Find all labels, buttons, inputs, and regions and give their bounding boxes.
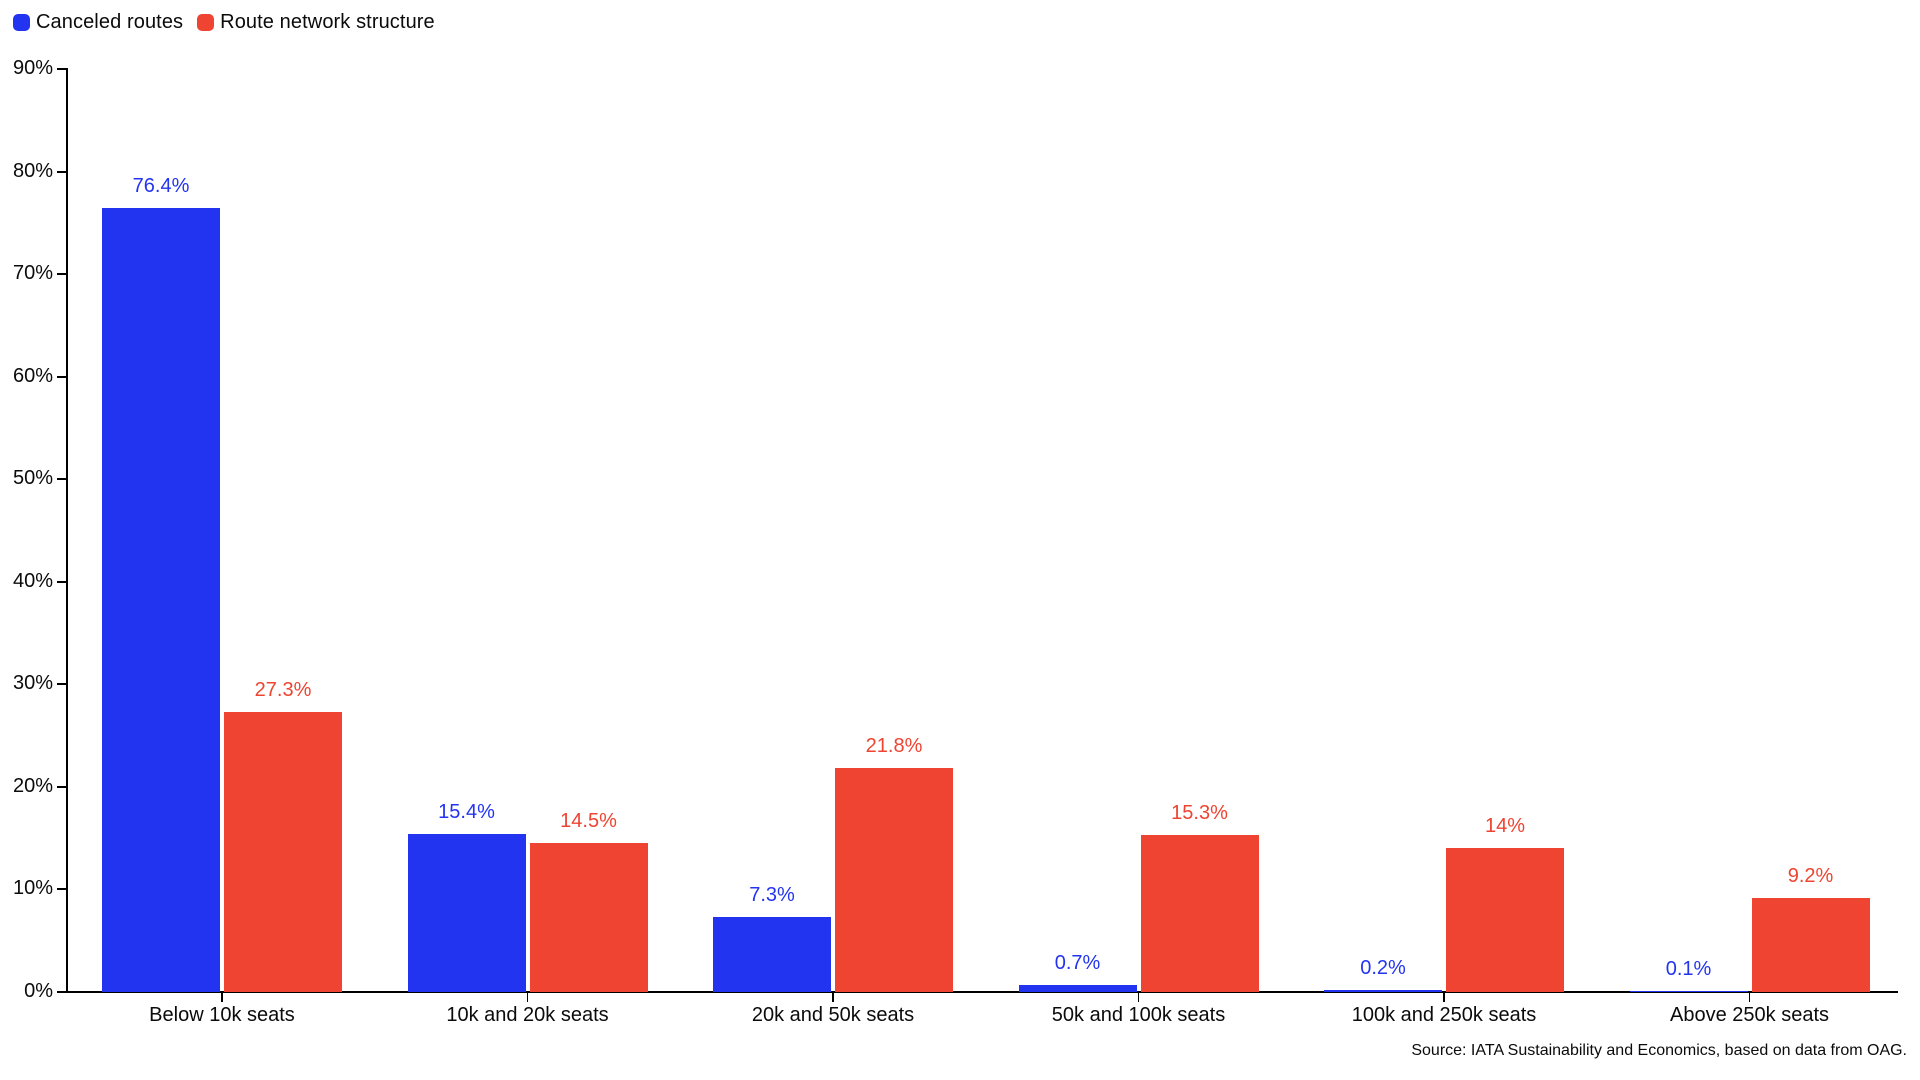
- bar-value-label: 14%: [1484, 815, 1526, 837]
- bar-value-label: 0.1%: [1665, 958, 1712, 980]
- x-tick-label: 50k and 100k seats: [1051, 1004, 1226, 1026]
- x-axis-tick: [1443, 993, 1445, 1002]
- bar-canceled-routes-20k-and-50k-seats: [713, 917, 831, 992]
- y-axis-tick: [57, 68, 66, 70]
- bar-route-network-structure-above-250k-seats: [1751, 898, 1870, 992]
- y-tick-label: 70%: [12, 262, 53, 285]
- x-tick-label: Below 10k seats: [149, 1004, 295, 1026]
- x-axis-tick: [1137, 993, 1140, 1002]
- legend-item-route-network-structure: Route network structure: [197, 11, 435, 34]
- bar-route-network-structure-50k-and-100k-seats: [1140, 835, 1259, 992]
- legend-item-label: Canceled routes: [36, 11, 184, 33]
- bar-value-label: 76.4%: [132, 175, 190, 197]
- bar-value-label: 15.3%: [1171, 802, 1228, 824]
- bar-canceled-routes-below-10k-seats: [102, 208, 220, 992]
- y-axis-line: [66, 68, 68, 993]
- bar-canceled-routes-above-250k-seats: [1629, 991, 1748, 992]
- x-axis-tick: [526, 993, 529, 1002]
- legend: Canceled routes Route network structure: [13, 11, 435, 34]
- y-tick-label: 90%: [12, 57, 53, 79]
- bar-value-label: 14.5%: [560, 810, 617, 832]
- y-tick-label: 80%: [12, 159, 53, 182]
- x-tick-label: 20k and 50k seats: [751, 1004, 915, 1026]
- y-tick-label: 30%: [12, 672, 53, 695]
- bar-value-label: 21.8%: [865, 735, 923, 757]
- bar-value-label: 27.3%: [254, 679, 312, 701]
- x-axis-tick: [1748, 993, 1751, 1002]
- bar-route-network-structure-10k-and-20k-seats: [529, 843, 648, 992]
- x-tick-label: Above 250k seats: [1670, 1004, 1829, 1026]
- y-tick-label: 40%: [12, 569, 53, 592]
- y-tick-label: 10%: [12, 877, 53, 900]
- legend-swatch-icon: [13, 14, 30, 31]
- legend-item-label: Route network structure: [220, 11, 435, 33]
- x-axis-line: [66, 991, 1898, 993]
- y-axis-tick: [57, 683, 66, 686]
- bar-canceled-routes-10k-and-20k-seats: [407, 834, 526, 992]
- y-axis-tick: [57, 888, 66, 891]
- x-tick-label: 100k and 250k seats: [1351, 1004, 1537, 1026]
- legend-swatch-icon: [197, 14, 215, 31]
- bar-route-network-structure-100k-and-250k-seats: [1446, 848, 1564, 992]
- bar-value-label: 15.4%: [438, 801, 495, 823]
- bar-value-label: 7.3%: [749, 884, 795, 906]
- y-axis-tick: [57, 785, 66, 788]
- bar-value-label: 0.7%: [1054, 952, 1101, 974]
- x-axis-tick: [832, 993, 834, 1002]
- bar-route-network-structure-below-10k-seats: [224, 712, 342, 992]
- y-tick-label: 20%: [12, 774, 53, 797]
- bar-canceled-routes-50k-and-100k-seats: [1018, 985, 1137, 992]
- y-axis-tick: [57, 170, 66, 173]
- bar-route-network-structure-20k-and-50k-seats: [835, 768, 953, 992]
- bar-canceled-routes-100k-and-250k-seats: [1324, 990, 1442, 992]
- source-note: Source: IATA Sustainability and Economic…: [1411, 1042, 1907, 1059]
- y-tick-label: 60%: [12, 364, 53, 387]
- x-tick-label: 10k and 20k seats: [446, 1004, 609, 1026]
- y-axis-tick: [57, 478, 66, 481]
- x-axis-tick: [221, 993, 223, 1002]
- y-axis-tick: [57, 580, 66, 583]
- y-axis-tick: [57, 375, 66, 378]
- y-axis-tick: [57, 273, 66, 276]
- bar-value-label: 0.2%: [1360, 957, 1406, 979]
- bar-value-label: 9.2%: [1787, 865, 1834, 887]
- y-tick-label: 0%: [24, 980, 53, 1002]
- legend-item-canceled-routes: Canceled routes: [13, 11, 183, 34]
- y-axis-tick: [57, 991, 66, 993]
- y-tick-label: 50%: [12, 467, 53, 490]
